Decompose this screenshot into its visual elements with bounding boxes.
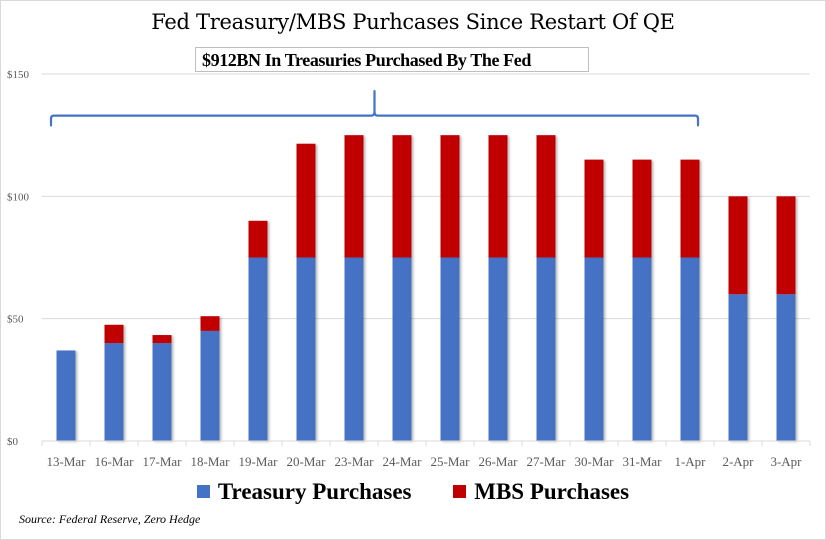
bar-stack	[392, 135, 412, 441]
bar-treasury	[56, 350, 76, 441]
x-tick-label: 30-Mar	[575, 454, 615, 469]
x-tick-label: 2-Apr	[722, 454, 754, 469]
bar-mbs	[200, 316, 220, 331]
legend-swatch-treasury	[196, 485, 210, 498]
bar-treasury	[104, 343, 124, 441]
bar-stack	[776, 196, 796, 441]
bar-mbs	[344, 135, 364, 258]
bar-mbs	[584, 159, 604, 258]
x-tick-label: 3-Apr	[770, 454, 802, 469]
bar-mbs	[680, 159, 700, 258]
bar-stack	[488, 135, 508, 441]
source-note: Source: Federal Reserve, Zero Hedge	[19, 512, 201, 526]
bar-mbs	[632, 159, 652, 258]
x-tick-label: 18-Mar	[191, 454, 231, 469]
bar-stack	[680, 159, 700, 441]
bar-stack	[344, 135, 364, 441]
x-tick-label: 25-Mar	[431, 454, 471, 469]
bar-mbs	[248, 220, 268, 258]
bar-stack	[200, 316, 220, 441]
x-tick-label: 23-Mar	[335, 454, 375, 469]
legend-item-mbs: MBS Purchases	[453, 479, 629, 505]
bar-treasury	[392, 257, 412, 441]
annotation-brace	[49, 90, 700, 127]
bar-treasury	[296, 257, 316, 441]
legend-label-treasury: Treasury Purchases	[217, 478, 412, 504]
bar-treasury	[488, 257, 508, 441]
bar-treasury	[728, 294, 748, 441]
bar-stack	[584, 159, 604, 441]
bar-mbs	[296, 143, 316, 258]
x-axis: 13-Mar 16-Mar 17-Mar 18-Mar 19-Mar 20-Mar 23-M…	[41, 440, 811, 469]
x-tick-label: 27-Mar	[527, 454, 567, 469]
bar-stack	[248, 220, 268, 441]
bar-treasury	[680, 257, 700, 441]
chart-title: Fed Treasury/MBS Purhcases Since Restart…	[151, 10, 675, 34]
bar-treasury	[776, 294, 796, 441]
bar-treasury	[248, 257, 268, 441]
bar-treasury	[584, 257, 604, 441]
bar-mbs	[440, 135, 460, 258]
bar-treasury	[200, 330, 220, 441]
y-tick-label: $100	[7, 191, 30, 203]
y-tick-label: $0	[7, 436, 19, 448]
x-tick-label: 31-Mar	[623, 454, 663, 469]
bars	[56, 135, 796, 441]
legend-label-mbs: MBS Purchases	[474, 478, 630, 504]
x-tick-label: 19-Mar	[239, 454, 279, 469]
bar-treasury	[536, 257, 556, 441]
x-tick-label: 24-Mar	[383, 454, 423, 469]
bar-treasury	[440, 257, 460, 441]
bar-stack	[104, 324, 124, 441]
x-tick-label: 13-Mar	[47, 454, 87, 469]
x-tick-label: 17-Mar	[143, 454, 183, 469]
bar-stack	[296, 143, 316, 441]
bar-stack	[56, 350, 76, 441]
bar-mbs	[536, 135, 556, 258]
y-tick-label: $50	[7, 314, 24, 326]
brace-path	[49, 90, 700, 127]
x-tick-label: 20-Mar	[287, 454, 327, 469]
bar-stack	[728, 196, 748, 441]
y-axis-ticks: $0 $50 $100 $150	[7, 69, 30, 448]
legend: Treasury Purchases MBS Purchases	[0, 478, 826, 505]
y-tick-label: $150	[7, 69, 30, 81]
bar-mbs	[488, 135, 508, 258]
bar-treasury	[632, 257, 652, 441]
bar-treasury	[344, 257, 364, 441]
bar-treasury	[152, 343, 172, 441]
bar-stack	[152, 335, 172, 441]
bar-mbs	[392, 135, 412, 258]
bar-stack	[632, 159, 652, 441]
x-tick-label: 1-Apr	[674, 454, 706, 469]
bar-stack	[440, 135, 460, 441]
bar-stack	[536, 135, 556, 441]
x-tick-label: 26-Mar	[479, 454, 519, 469]
annotation-box: $912BN In Treasuries Purchased By The Fe…	[195, 47, 589, 72]
x-tick-label: 16-Mar	[95, 454, 135, 469]
bar-mbs	[152, 335, 172, 344]
legend-swatch-mbs	[453, 485, 467, 498]
bar-mbs	[776, 196, 796, 295]
bar-mbs	[728, 196, 748, 295]
legend-item-treasury: Treasury Purchases	[196, 478, 412, 505]
bar-mbs	[104, 324, 124, 344]
